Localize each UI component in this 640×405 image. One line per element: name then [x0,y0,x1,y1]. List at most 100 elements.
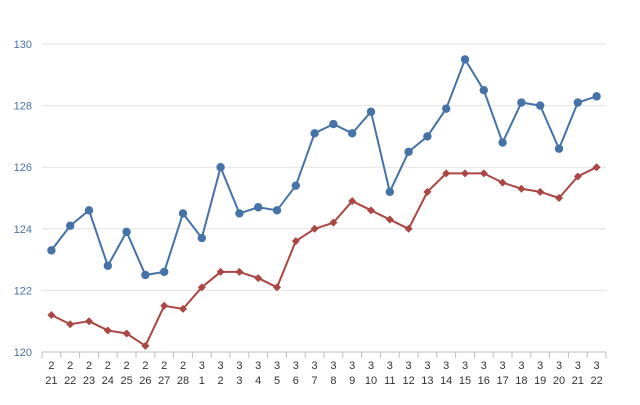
x-tick-label: 3 15 [459,360,471,387]
x-tick-label: 3 12 [402,360,414,387]
data-point[interactable] [498,138,507,147]
data-point[interactable] [592,163,601,172]
data-point[interactable] [479,169,488,178]
data-point[interactable] [442,169,451,178]
data-point[interactable] [197,233,206,243]
data-point[interactable] [498,178,507,187]
data-point[interactable] [367,206,375,215]
x-tick-day: 11 [384,375,395,387]
data-point[interactable] [555,194,563,202]
data-point[interactable] [310,224,319,233]
data-point[interactable] [348,197,357,206]
x-tick-day: 18 [515,375,527,387]
data-point[interactable] [216,163,225,172]
x-tick-month: 2 [161,360,167,372]
data-point[interactable] [273,283,281,292]
x-tick-day: 23 [83,375,95,387]
data-point[interactable] [84,206,94,215]
data-point[interactable] [291,237,300,246]
data-point[interactable] [310,129,319,138]
x-tick-day: 2 [218,375,224,387]
y-tick-label: 128 [14,101,32,113]
data-point[interactable] [254,274,263,283]
data-point[interactable] [122,227,131,237]
x-tick-month: 3 [556,360,562,372]
data-point[interactable] [460,55,470,64]
data-point[interactable] [385,215,394,224]
x-tick-label: 2 24 [102,360,114,387]
x-tick-day: 22 [64,375,76,387]
data-point[interactable] [66,320,75,329]
data-point[interactable] [197,283,206,292]
data-point[interactable] [348,129,357,138]
data-point[interactable] [329,218,338,227]
data-point[interactable] [404,224,413,233]
x-tick-label: 2 22 [64,360,76,387]
x-tick-day: 27 [158,375,170,387]
data-point[interactable] [423,187,432,196]
data-point[interactable] [160,267,169,277]
x-tick-month: 3 [575,360,581,372]
x-tick-month: 3 [312,360,318,372]
x-tick-month: 3 [255,360,261,372]
data-point[interactable] [573,172,582,181]
x-axis: 2 212 222 232 242 252 262 272 283 13 23 33 43 53 63 73 8… [41,351,607,387]
x-tick-day: 4 [255,375,261,387]
x-tick-month: 3 [387,360,393,372]
data-point[interactable] [461,169,469,178]
y-tick-label: 120 [14,347,32,359]
data-point[interactable] [404,147,413,156]
data-point[interactable] [47,246,56,255]
data-point[interactable] [235,209,244,218]
x-tick-day: 17 [496,375,508,387]
x-tick-month: 3 [443,360,449,372]
data-point[interactable] [573,98,582,107]
x-tick-label: 3 20 [553,360,565,387]
data-point[interactable] [366,107,376,116]
data-point[interactable] [178,209,188,218]
data-point[interactable] [291,181,300,190]
x-tick-month: 3 [424,360,430,372]
y-tick-label: 126 [14,162,32,174]
x-tick-label: 3 16 [478,360,490,387]
data-point[interactable] [423,132,432,141]
series-line [50,58,597,276]
data-point[interactable] [554,144,564,153]
x-tick-label: 2 26 [139,360,151,387]
data-point[interactable] [442,104,451,113]
data-point[interactable] [103,261,113,270]
data-point[interactable] [517,98,526,107]
data-point[interactable] [103,326,112,335]
data-point[interactable] [329,119,338,129]
x-tick-month: 3 [199,360,205,372]
data-point[interactable] [85,317,93,326]
data-point[interactable] [122,329,131,338]
data-point[interactable] [517,184,526,193]
data-point[interactable] [479,86,488,95]
data-point[interactable] [385,187,394,197]
x-tick-day: 21 [572,375,584,387]
data-point[interactable] [216,267,225,276]
x-tick-day: 20 [553,375,565,387]
data-point[interactable] [536,101,545,110]
data-point[interactable] [141,341,150,350]
data-point[interactable] [66,221,75,230]
data-point[interactable] [272,206,282,215]
data-point[interactable] [47,311,56,320]
data-point[interactable] [141,270,150,280]
data-point[interactable] [235,267,244,276]
x-tick-day: 25 [120,375,132,387]
x-tick-day: 1 [199,375,205,387]
data-point[interactable] [592,92,601,101]
series-line [50,166,598,347]
data-point[interactable] [160,301,169,310]
data-point[interactable] [536,187,545,196]
data-point[interactable] [179,304,187,313]
x-tick-day: 22 [590,375,602,387]
data-point[interactable] [254,203,263,212]
